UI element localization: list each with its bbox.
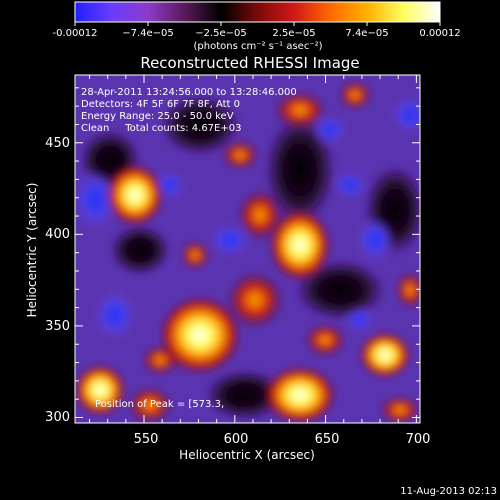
colorbar: -0.00012 −7.4e−05 −2.5e−05 2.5e−05 7.4e−…	[53, 1, 461, 52]
y-axis-label: Heliocentric Y (arcsec)	[25, 183, 39, 318]
colorbar-tick-5: 0.00012	[419, 28, 460, 39]
plot-frame	[74, 74, 421, 424]
x-tick-label-550: 550	[134, 432, 159, 447]
x-axis-label: Heliocentric X (arcsec)	[179, 448, 315, 462]
peak-position-label: Position of Peak = [573.3,	[95, 399, 224, 410]
colorbar-ticks	[74, 22, 441, 26]
info-line-clean-counts: Clean Total counts: 4.67E+03	[81, 123, 241, 134]
colorbar-tick-4: 7.4e−05	[345, 28, 388, 39]
colorbar-tick-1: −7.4e−05	[122, 28, 174, 39]
y-tick-label-350: 350	[45, 319, 70, 334]
x-tick-label-650: 650	[315, 432, 340, 447]
colorbar-tick-2: −2.5e−05	[195, 28, 247, 39]
colorbar-tick-3: 2.5e−05	[272, 28, 315, 39]
x-tick-label-700: 700	[406, 432, 431, 447]
y-axis-ticks	[75, 87, 420, 419]
footer-timestamp: 11-Aug-2013 02:13	[400, 486, 497, 497]
plot-title: Reconstructed RHESSI Image	[140, 54, 359, 72]
info-line-detectors: Detectors: 4F 5F 6F 7F 8F, Att 0	[81, 99, 240, 110]
info-line-energy-range: Energy Range: 25.0 - 50.0 keV	[81, 111, 234, 122]
colorbar-tick-0: -0.00012	[53, 28, 98, 39]
rhessi-image-map	[75, 75, 420, 423]
y-tick-label-450: 450	[45, 136, 70, 151]
colorbar-unit-label: (photons cm⁻² s⁻¹ asec⁻²)	[193, 41, 322, 52]
y-tick-label-300: 300	[45, 410, 70, 425]
y-tick-label-400: 400	[45, 227, 70, 242]
colorbar-gradient	[74, 1, 441, 23]
x-axis-ticks	[89, 75, 417, 423]
x-tick-label-600: 600	[224, 432, 249, 447]
info-line-time-range: 28-Apr-2011 13:24:56.000 to 13:28:46.000	[81, 87, 297, 98]
